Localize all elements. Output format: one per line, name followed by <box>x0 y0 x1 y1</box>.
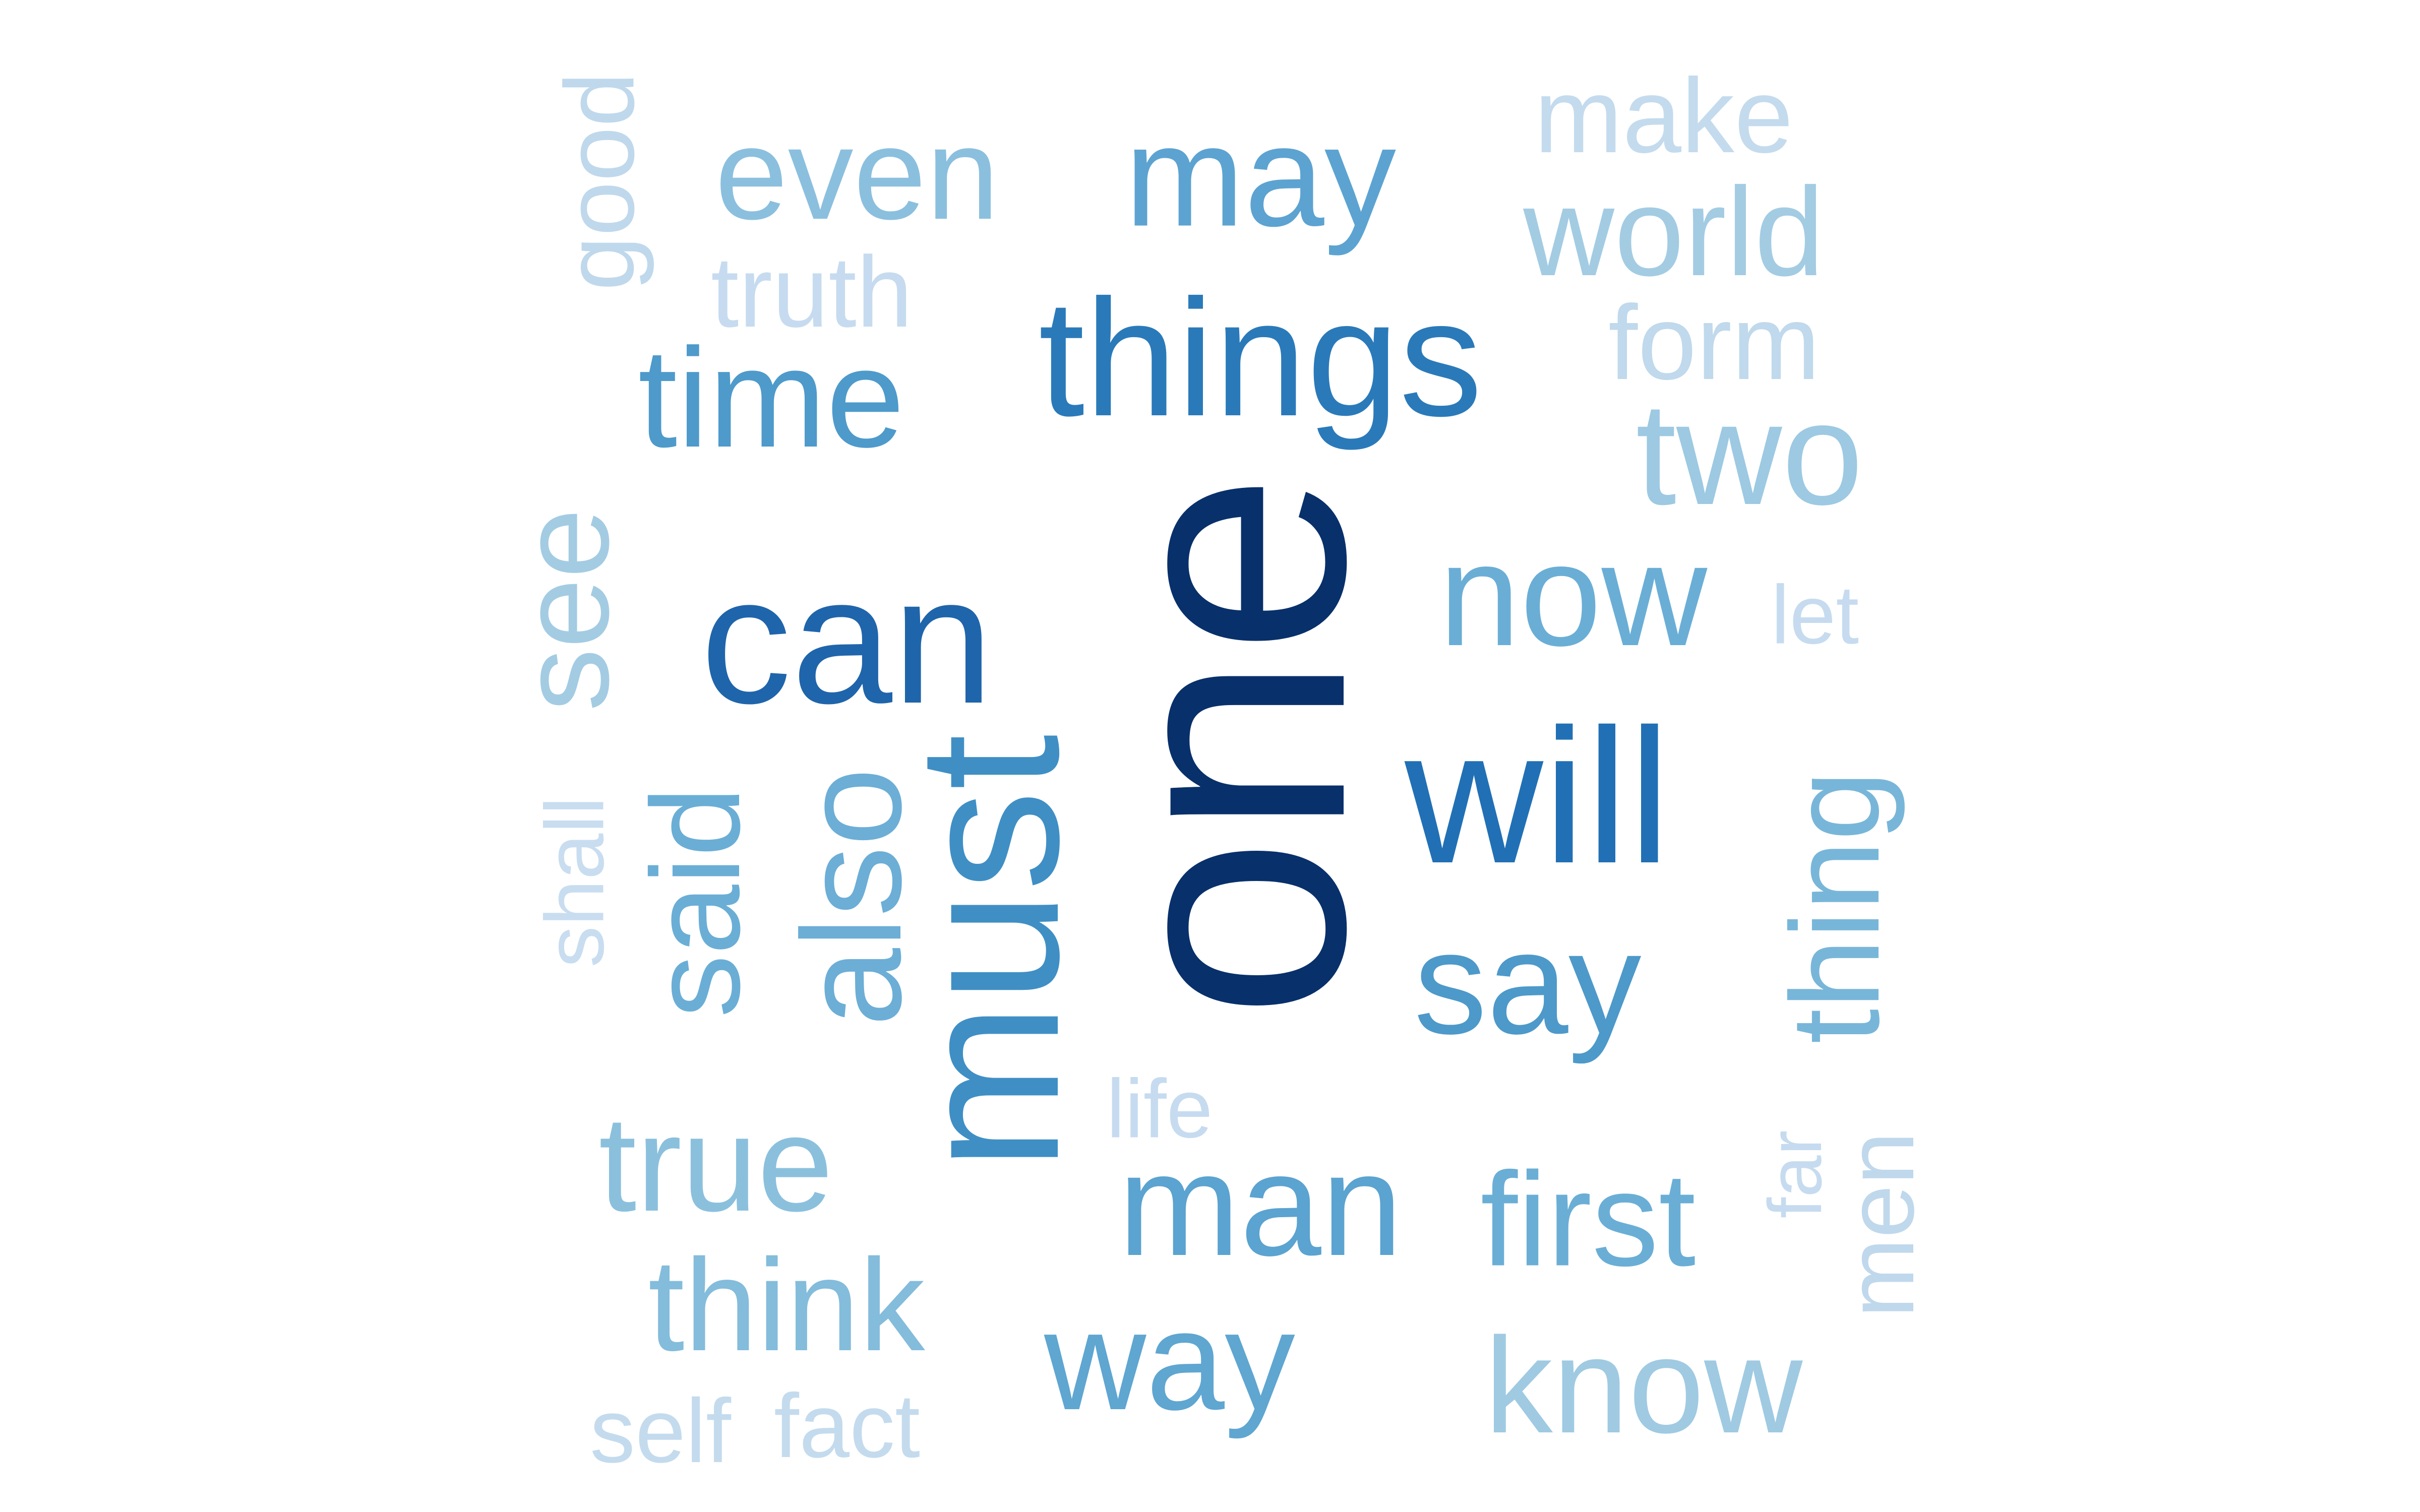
word-can: can <box>700 539 994 741</box>
word-say: say <box>1414 901 1642 1064</box>
word-thing: thing <box>1765 770 1905 1044</box>
word-know: know <box>1484 1310 1803 1462</box>
word-true: true <box>598 1088 833 1240</box>
word-self: self <box>589 1380 732 1482</box>
word-now: now <box>1439 513 1707 676</box>
word-man: man <box>1118 1123 1403 1286</box>
word-life: life <box>1106 1062 1213 1155</box>
word-way: way <box>1044 1282 1295 1439</box>
word-see: see <box>494 508 635 712</box>
word-first: first <box>1480 1145 1696 1294</box>
word-far: far <box>1752 1130 1837 1219</box>
word-shall: shall <box>528 796 621 968</box>
word-world: world <box>1523 161 1825 302</box>
word-also: also <box>773 768 931 1027</box>
word-good: good <box>544 72 655 291</box>
word-truth: truth <box>710 236 913 348</box>
word-even: even <box>715 101 999 247</box>
word-let: let <box>1771 568 1859 661</box>
word-may: may <box>1124 96 1397 257</box>
word-form: form <box>1608 283 1820 402</box>
word-said: said <box>625 786 766 1018</box>
word-men: men <box>1827 1131 1934 1318</box>
word-make: make <box>1534 56 1793 175</box>
word-fact: fact <box>773 1375 921 1477</box>
word-things: things <box>1038 265 1483 451</box>
word-think: think <box>648 1232 925 1378</box>
word-one: one <box>1047 472 1413 1020</box>
word-time: time <box>638 320 905 477</box>
word-two: two <box>1636 372 1863 535</box>
word-will: will <box>1405 689 1671 903</box>
